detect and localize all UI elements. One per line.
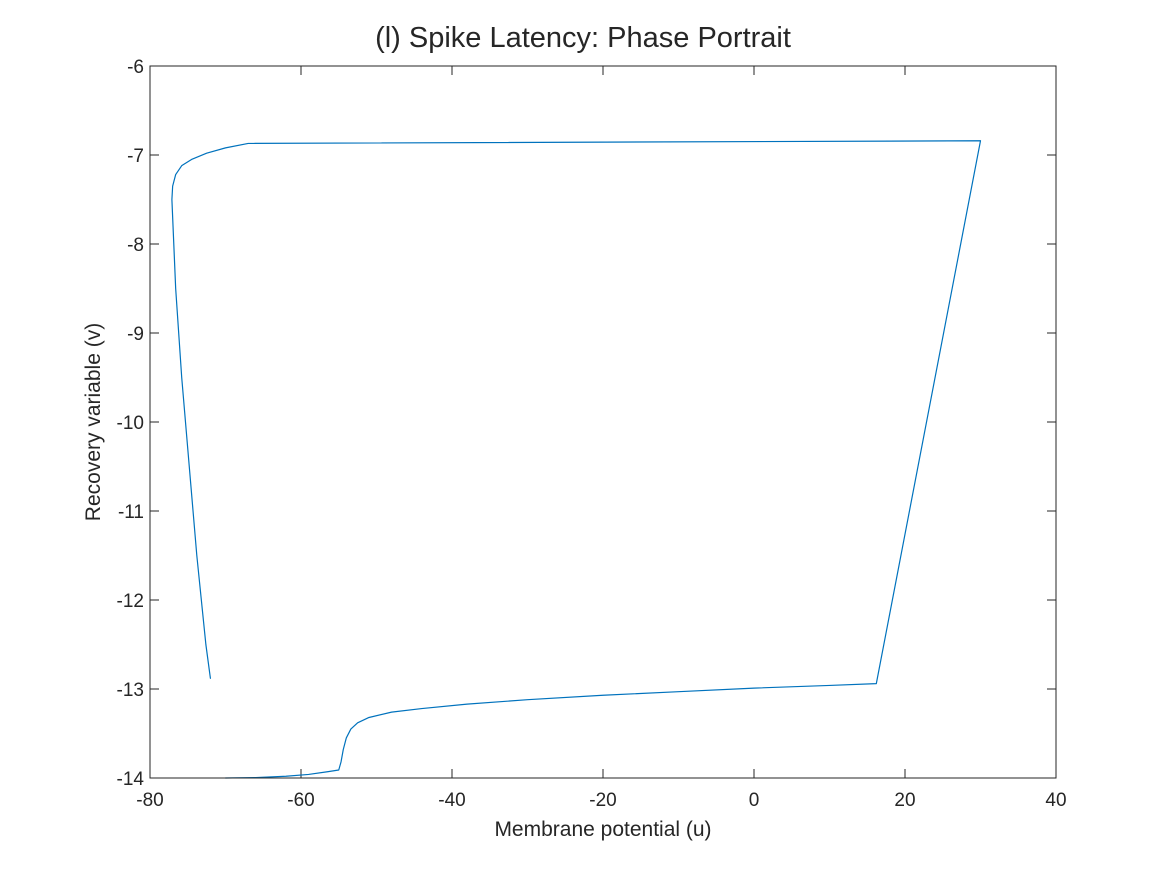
y-axis-label: Recovery variable (v): [82, 323, 105, 521]
y-tick-label: -7: [127, 146, 144, 167]
x-axis-label: Membrane potential (u): [494, 818, 711, 841]
x-tick-label: -20: [589, 790, 616, 811]
series-layer: [171, 140, 982, 779]
x-tick-label: -60: [287, 790, 314, 811]
y-tick-label: -8: [127, 235, 144, 256]
chart-title: (l) Spike Latency: Phase Portrait: [375, 22, 791, 54]
x-tick-label: -40: [438, 790, 465, 811]
x-tick-label: -80: [136, 790, 163, 811]
y-tick-label: -11: [118, 502, 144, 523]
x-tick-label: 0: [749, 790, 760, 811]
y-tick-label: -14: [117, 769, 145, 790]
y-tick-label: -10: [117, 413, 144, 434]
phase-trajectory-line: [171, 140, 982, 779]
y-tick-label: -9: [127, 324, 144, 345]
x-tick-label: 40: [1045, 790, 1066, 811]
x-tick-label: 20: [894, 790, 915, 811]
axes-box: [149, 65, 1057, 779]
y-tick-label: -12: [117, 591, 144, 612]
y-tick-label: -13: [117, 680, 144, 701]
tick-labels: -80 -60 -40 -20 0 20 40 -14 -13 -12 -11 -10 -9 -8 -7 -6: [117, 57, 1067, 811]
y-tick-label: -6: [127, 57, 144, 78]
plot-area: [150, 66, 1056, 778]
